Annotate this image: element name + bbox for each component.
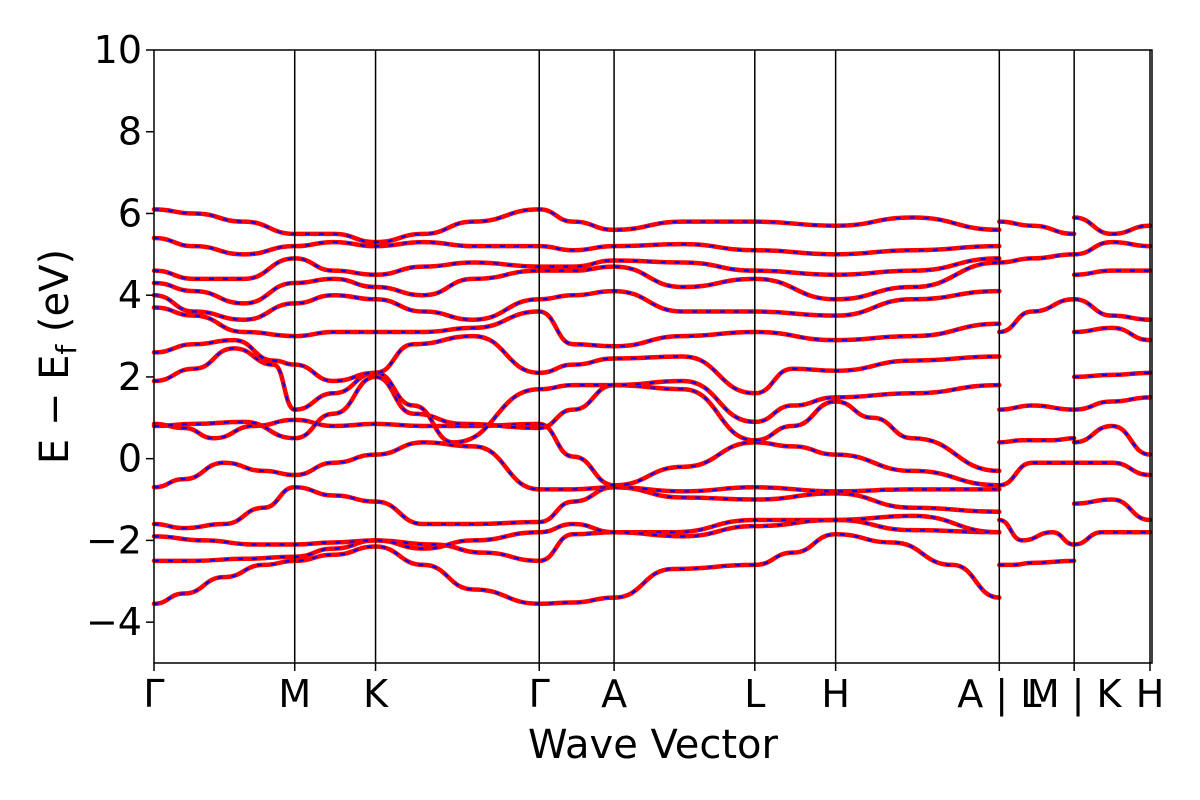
band-overlay-31 bbox=[1074, 298, 1151, 321]
y-axis-label-main: E − E bbox=[32, 355, 78, 465]
band-line-24 bbox=[1071, 529, 1153, 547]
band-16 bbox=[997, 558, 1077, 568]
band-5 bbox=[151, 440, 1002, 494]
band-overlay-4 bbox=[153, 486, 1000, 530]
y-tick-label-8: 10 bbox=[94, 28, 142, 72]
band-line-22 bbox=[997, 252, 1077, 265]
band-overlay-9 bbox=[153, 334, 1000, 395]
x-tick-label-2: M bbox=[278, 672, 311, 716]
band-21 bbox=[997, 297, 1077, 335]
band-overlay-13 bbox=[153, 257, 1000, 280]
y-axis-label-sub: f bbox=[50, 344, 83, 355]
band-line-27 bbox=[1071, 423, 1153, 457]
band-line-26 bbox=[1071, 460, 1153, 478]
band-25 bbox=[1071, 497, 1153, 523]
band-9 bbox=[151, 333, 1002, 396]
y-tick-label-2: −2 bbox=[86, 518, 142, 562]
band-27 bbox=[1071, 423, 1153, 457]
band-23 bbox=[997, 219, 1077, 237]
band-line-25 bbox=[1071, 497, 1153, 523]
band-line-16 bbox=[997, 558, 1077, 568]
y-tick-label-1: −4 bbox=[86, 600, 142, 644]
band-31 bbox=[1071, 297, 1153, 322]
y-tick-label-7: 8 bbox=[118, 110, 142, 154]
x-tick-label-8: A | L bbox=[957, 672, 1041, 717]
band-32 bbox=[1071, 268, 1153, 278]
y-tick-label-3: 0 bbox=[118, 437, 142, 481]
band-overlay-14 bbox=[153, 236, 1000, 256]
x-tick-label-7: H bbox=[821, 672, 850, 716]
band-1 bbox=[151, 532, 1002, 606]
band-line-18 bbox=[997, 460, 1077, 488]
x-tick-label-10: H bbox=[1136, 672, 1165, 716]
y-axis-label: E − Ef (eV) bbox=[32, 249, 83, 464]
x-tick-label-6: L bbox=[744, 672, 765, 716]
band-line-5 bbox=[151, 440, 1002, 494]
band-line-20 bbox=[997, 403, 1077, 412]
band-33 bbox=[1071, 239, 1153, 257]
band-4 bbox=[151, 485, 1002, 531]
y-axis-label-suffix: (eV) bbox=[32, 249, 78, 345]
band-17 bbox=[997, 517, 1077, 547]
x-tick-label-5: A bbox=[601, 672, 627, 716]
plot-frame bbox=[153, 49, 1153, 664]
band-line-23 bbox=[997, 219, 1077, 237]
x-axis: Γ M K Γ A L H A | LM | K H bbox=[143, 663, 1164, 717]
band-line-30 bbox=[1071, 325, 1153, 343]
band-19 bbox=[997, 435, 1077, 445]
band-lines bbox=[151, 207, 1153, 606]
band-overlay-1 bbox=[153, 533, 1000, 605]
band-24 bbox=[1071, 529, 1153, 547]
band-line-10 bbox=[151, 305, 1002, 349]
band-overlay-8 bbox=[153, 347, 1000, 444]
band-line-13 bbox=[151, 256, 1002, 282]
band-11 bbox=[151, 288, 1002, 322]
band-13 bbox=[151, 256, 1002, 282]
band-overlay-15 bbox=[153, 208, 1000, 244]
band-15 bbox=[151, 207, 1002, 245]
band-overlay-6 bbox=[153, 418, 1000, 487]
band-20 bbox=[997, 403, 1077, 412]
y-axis: −4 −2 0 2 4 6 8 10 bbox=[86, 28, 154, 644]
x-tick-label-1: Γ bbox=[143, 672, 164, 716]
band-overlay-24 bbox=[1074, 531, 1151, 546]
band-10 bbox=[151, 305, 1002, 349]
band-30 bbox=[1071, 325, 1153, 343]
band-line-32 bbox=[1071, 268, 1153, 278]
y-tick-label-5: 4 bbox=[118, 273, 142, 317]
band-line-33 bbox=[1071, 239, 1153, 257]
band-overlay-27 bbox=[1074, 424, 1151, 456]
band-overlay-10 bbox=[153, 306, 1000, 348]
band-overlay-2 bbox=[154, 518, 1000, 562]
x-tick-label-9: M | K bbox=[1027, 672, 1123, 717]
band-overlay-17 bbox=[999, 518, 1075, 546]
band-overlay-34 bbox=[1074, 216, 1151, 236]
band-28 bbox=[1071, 395, 1153, 412]
band-line-21 bbox=[997, 297, 1077, 335]
band-22 bbox=[997, 252, 1077, 265]
y-tick-label-6: 6 bbox=[118, 191, 142, 235]
x-axis-label: Wave Vector bbox=[528, 722, 779, 768]
band-line-34 bbox=[1071, 215, 1153, 237]
band-18 bbox=[997, 460, 1077, 488]
x-tick-label-3: K bbox=[363, 672, 389, 716]
band-34 bbox=[1071, 215, 1153, 237]
band-line-17 bbox=[997, 517, 1077, 547]
high-symmetry-lines bbox=[293, 50, 1151, 663]
y-tick-label-4: 2 bbox=[118, 355, 142, 399]
band-29 bbox=[1071, 370, 1153, 380]
band-14 bbox=[151, 235, 1002, 257]
band-line-28 bbox=[1071, 395, 1153, 412]
x-tick-label-4: Γ bbox=[529, 672, 550, 716]
band-26 bbox=[1071, 460, 1153, 478]
band-overlay-3 bbox=[153, 514, 1000, 550]
band-line-19 bbox=[997, 435, 1077, 445]
band-overlay-5 bbox=[153, 441, 1000, 493]
band-line-15 bbox=[151, 207, 1002, 245]
band-overlay-11 bbox=[153, 290, 1000, 321]
band-line-29 bbox=[1071, 370, 1153, 380]
band-overlay-21 bbox=[999, 298, 1075, 334]
band-8 bbox=[151, 346, 1002, 445]
